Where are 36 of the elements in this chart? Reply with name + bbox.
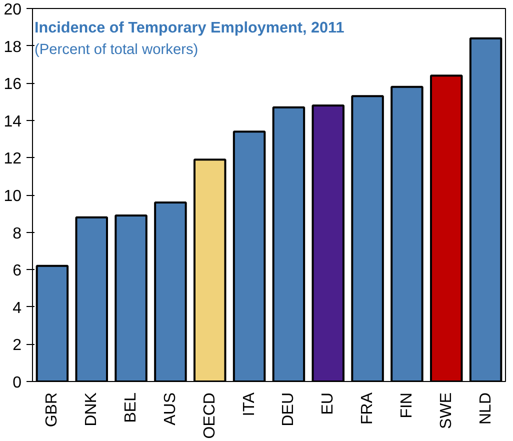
bar: [390, 86, 424, 382]
bar: [272, 106, 306, 382]
bar: [232, 130, 266, 382]
x-tick-label: FIN: [398, 392, 416, 418]
x-tick-label: FRA: [359, 392, 376, 424]
y-tick-label: 8: [12, 225, 22, 242]
x-tick-label: GBR: [44, 392, 61, 428]
bar: [114, 214, 148, 382]
bar: [430, 74, 463, 382]
x-tick-label: ITA: [240, 392, 258, 416]
x-tick-label: DNK: [83, 392, 100, 426]
x-tick-label: DEU: [280, 392, 298, 426]
x-tick-label: EU: [320, 392, 337, 415]
x-tick-label: OECD: [201, 392, 218, 439]
x-tick-label: SWE: [438, 392, 455, 429]
y-tick-label: 4: [12, 300, 22, 317]
y-tick-label: 14: [4, 113, 22, 130]
bar: [154, 201, 187, 382]
x-tick-label: NLD: [477, 392, 494, 425]
bar: [75, 216, 108, 382]
y-tick-label: 18: [4, 38, 22, 56]
bar: [194, 158, 226, 382]
y-tick-label: 2: [12, 337, 22, 354]
y-tick-label: 0: [12, 374, 22, 392]
y-tick-label: 10: [4, 188, 22, 205]
x-tick-label: BEL: [122, 392, 140, 423]
bar: [312, 104, 344, 382]
bar: [351, 95, 384, 382]
y-tick-label: 20: [4, 2, 22, 18]
bar: [469, 37, 502, 382]
x-tick-label: AUS: [162, 392, 179, 426]
text: (Percent of total workers): [34, 42, 198, 58]
y-tick-label: 16: [4, 76, 22, 94]
y-tick-label: 12: [4, 150, 22, 168]
text: Incidence of Temporary Employment, 2011: [34, 20, 345, 37]
y-tick-label: 6: [12, 262, 22, 280]
